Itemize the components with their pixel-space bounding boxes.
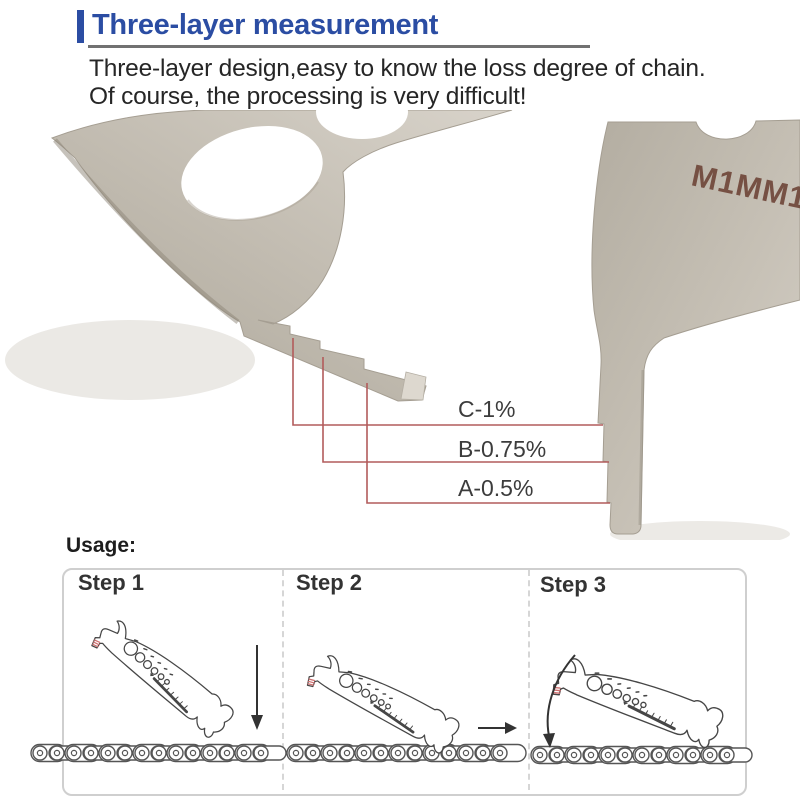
- chain-step-3: [530, 745, 753, 765]
- chain-step-2: [286, 743, 527, 763]
- curved-arrow-icon: [546, 654, 576, 737]
- annotation-line-b: [322, 357, 609, 463]
- layer-label-b: B-0.75%: [458, 436, 547, 462]
- step-3-label: Step 3: [540, 572, 607, 597]
- usage-illustrations: [30, 613, 753, 765]
- step-divider-2: [528, 570, 530, 790]
- annotation-line-a: [366, 383, 610, 504]
- photo-shadow-right: [610, 521, 790, 540]
- gauge-bar-end-face: [400, 371, 427, 401]
- chain-step-1: [30, 743, 287, 763]
- title-accent-bar: [77, 10, 84, 43]
- description-line-2: Of course, the processing is very diffic…: [89, 83, 527, 110]
- title-underline: [88, 45, 590, 48]
- step-1-label: Step 1: [78, 570, 145, 595]
- down-arrow-head: [251, 715, 263, 730]
- step-2-label: Step 2: [296, 570, 363, 595]
- tool-hole-partial: [316, 110, 408, 139]
- hole-inner-shadow: [187, 181, 319, 221]
- tool-photo-diagram: M1MM1: [5, 110, 800, 540]
- photo-shadow-left: [5, 320, 255, 400]
- layer-label-a: A-0.5%: [458, 475, 534, 501]
- chain-checker-drawing-step-1: [81, 613, 244, 744]
- left-tool-photo: [50, 110, 513, 402]
- tool-hole: [181, 125, 323, 221]
- curved-arrow-head: [543, 733, 555, 748]
- layer-label-c: C-1%: [458, 396, 516, 422]
- chain-checker-drawing-step-2: [299, 649, 468, 758]
- annotation-lines: [292, 338, 610, 504]
- prong-edge-shading: [638, 369, 645, 526]
- chain-checker-drawing-step-3: [546, 653, 730, 752]
- description-line-1: Three-layer design,easy to know the loss…: [89, 55, 706, 82]
- right-arrow-head: [505, 722, 517, 734]
- page-title: Three-layer measurement: [92, 9, 439, 41]
- usage-heading: Usage:: [66, 534, 137, 557]
- annotation-line-c: [292, 338, 603, 426]
- step-divider-1: [282, 570, 284, 790]
- tool-edge-shading: [53, 138, 240, 324]
- right-tool-photo: M1MM1: [591, 119, 800, 535]
